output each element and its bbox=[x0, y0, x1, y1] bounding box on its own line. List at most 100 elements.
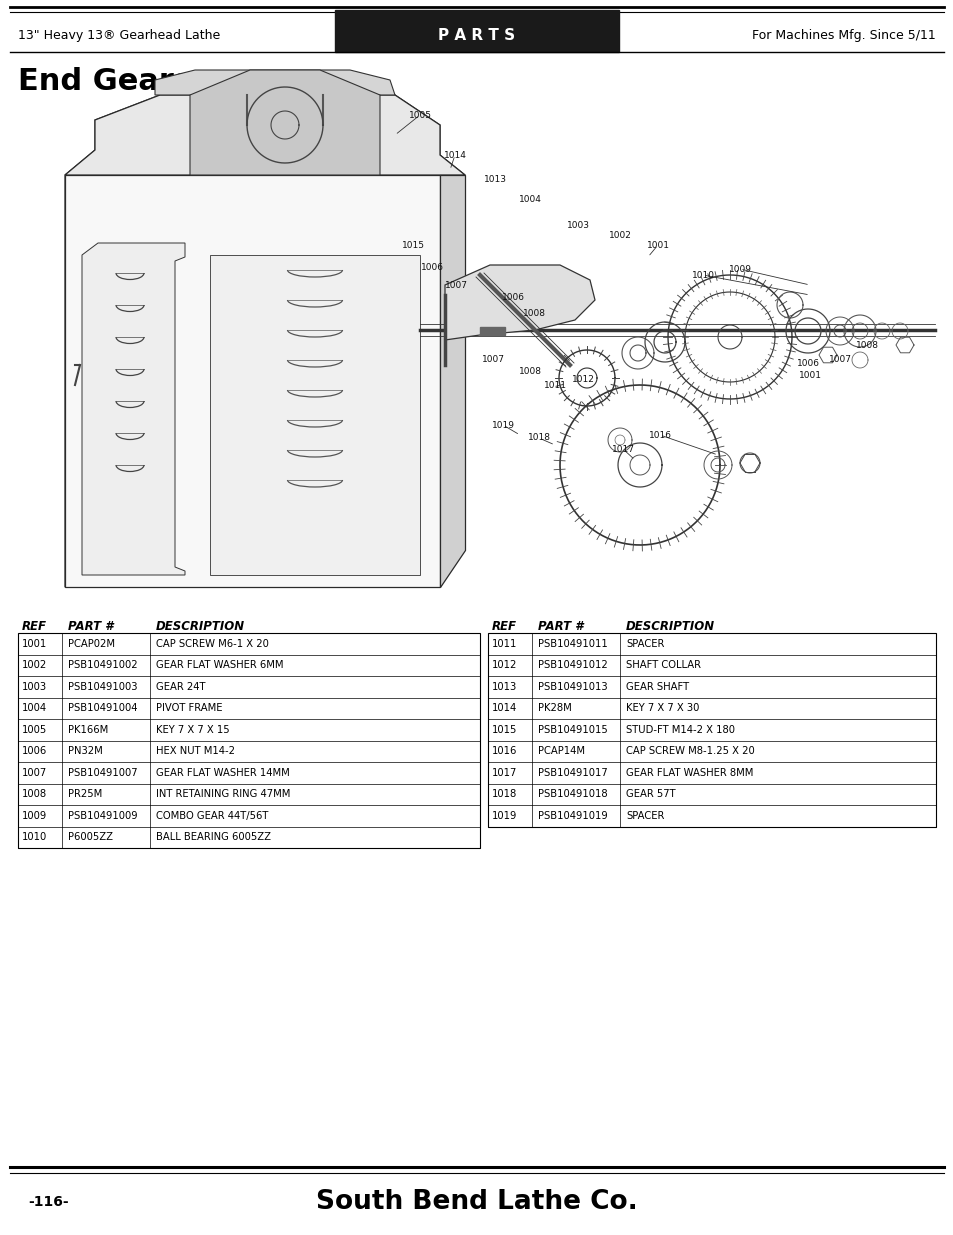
Text: 1010: 1010 bbox=[691, 270, 714, 279]
Text: GEAR FLAT WASHER 6MM: GEAR FLAT WASHER 6MM bbox=[156, 661, 283, 671]
Text: 1006: 1006 bbox=[501, 294, 524, 303]
Text: PART #: PART # bbox=[537, 620, 583, 634]
Polygon shape bbox=[210, 254, 419, 576]
Text: GEAR 24T: GEAR 24T bbox=[156, 682, 205, 692]
Text: KEY 7 X 7 X 30: KEY 7 X 7 X 30 bbox=[625, 703, 699, 714]
Text: CAP SCREW M6-1 X 20: CAP SCREW M6-1 X 20 bbox=[156, 638, 269, 648]
Text: 1007: 1007 bbox=[827, 356, 851, 364]
Text: 1003: 1003 bbox=[22, 682, 47, 692]
Text: 1007: 1007 bbox=[22, 768, 48, 778]
Text: 1003: 1003 bbox=[566, 221, 589, 230]
Text: 1002: 1002 bbox=[22, 661, 48, 671]
Text: REF: REF bbox=[492, 620, 517, 634]
Text: -116-: -116- bbox=[28, 1195, 69, 1209]
Text: 1018: 1018 bbox=[527, 433, 550, 442]
Text: 1004: 1004 bbox=[22, 703, 47, 714]
Text: 1016: 1016 bbox=[648, 431, 671, 440]
Text: PCAP02M: PCAP02M bbox=[68, 638, 115, 648]
Text: P6005ZZ: P6005ZZ bbox=[68, 832, 112, 842]
Text: PR25M: PR25M bbox=[68, 789, 102, 799]
Bar bbox=[335, 10, 618, 52]
Text: PSB10491009: PSB10491009 bbox=[68, 810, 137, 821]
Text: 1009: 1009 bbox=[728, 264, 751, 273]
Text: 1014: 1014 bbox=[492, 703, 517, 714]
Text: 1012: 1012 bbox=[571, 374, 594, 384]
Text: PIVOT FRAME: PIVOT FRAME bbox=[156, 703, 222, 714]
Text: 1007: 1007 bbox=[444, 280, 467, 289]
Text: PSB10491004: PSB10491004 bbox=[68, 703, 137, 714]
Bar bbox=[479, 327, 504, 335]
Text: 1001: 1001 bbox=[798, 370, 821, 379]
Polygon shape bbox=[154, 70, 395, 95]
Text: 1017: 1017 bbox=[611, 445, 634, 453]
Text: 1008: 1008 bbox=[855, 341, 878, 350]
Text: GEAR FLAT WASHER 14MM: GEAR FLAT WASHER 14MM bbox=[156, 768, 290, 778]
Text: 1011: 1011 bbox=[492, 638, 517, 648]
Text: 1005: 1005 bbox=[22, 725, 48, 735]
Text: 1015: 1015 bbox=[492, 725, 517, 735]
Polygon shape bbox=[82, 243, 185, 576]
Text: PSB10491007: PSB10491007 bbox=[68, 768, 137, 778]
Bar bbox=[18, 634, 479, 848]
Text: 1016: 1016 bbox=[492, 746, 517, 756]
Text: 1019: 1019 bbox=[491, 420, 514, 430]
Text: 1019: 1019 bbox=[492, 810, 517, 821]
Text: KEY 7 X 7 X 15: KEY 7 X 7 X 15 bbox=[156, 725, 230, 735]
Polygon shape bbox=[439, 175, 464, 587]
Text: PSB10491018: PSB10491018 bbox=[537, 789, 607, 799]
Text: 1017: 1017 bbox=[492, 768, 517, 778]
Text: STUD-FT M14-2 X 180: STUD-FT M14-2 X 180 bbox=[625, 725, 734, 735]
Text: 1018: 1018 bbox=[492, 789, 517, 799]
Text: PK28M: PK28M bbox=[537, 703, 571, 714]
Text: PSB10491011: PSB10491011 bbox=[537, 638, 607, 648]
Text: 13" Heavy 13® Gearhead Lathe: 13" Heavy 13® Gearhead Lathe bbox=[18, 28, 220, 42]
Text: CAP SCREW M8-1.25 X 20: CAP SCREW M8-1.25 X 20 bbox=[625, 746, 754, 756]
Text: 1008: 1008 bbox=[522, 309, 545, 317]
Text: INT RETAINING RING 47MM: INT RETAINING RING 47MM bbox=[156, 789, 290, 799]
Text: SPACER: SPACER bbox=[625, 810, 663, 821]
Text: GEAR SHAFT: GEAR SHAFT bbox=[625, 682, 688, 692]
Text: South Bend Lathe Co.: South Bend Lathe Co. bbox=[315, 1189, 638, 1215]
Text: 1010: 1010 bbox=[22, 832, 48, 842]
Text: DESCRIPTION: DESCRIPTION bbox=[156, 620, 245, 634]
Text: 1013: 1013 bbox=[492, 682, 517, 692]
Text: P A R T S: P A R T S bbox=[438, 27, 515, 42]
Text: COMBO GEAR 44T/56T: COMBO GEAR 44T/56T bbox=[156, 810, 268, 821]
Polygon shape bbox=[65, 95, 464, 175]
Text: PN32M: PN32M bbox=[68, 746, 103, 756]
Text: GEAR 57T: GEAR 57T bbox=[625, 789, 675, 799]
Text: 1005: 1005 bbox=[408, 110, 431, 120]
Text: PSB10491013: PSB10491013 bbox=[537, 682, 607, 692]
Text: 1008: 1008 bbox=[518, 368, 541, 377]
Text: PSB10491017: PSB10491017 bbox=[537, 768, 607, 778]
Text: PK166M: PK166M bbox=[68, 725, 108, 735]
Text: 1007: 1007 bbox=[481, 356, 504, 364]
Polygon shape bbox=[444, 266, 595, 340]
Text: SHAFT COLLAR: SHAFT COLLAR bbox=[625, 661, 700, 671]
Text: For Machines Mfg. Since 5/11: For Machines Mfg. Since 5/11 bbox=[752, 28, 935, 42]
Text: 1013: 1013 bbox=[483, 175, 506, 184]
Text: PSB10491002: PSB10491002 bbox=[68, 661, 137, 671]
Text: PSB10491012: PSB10491012 bbox=[537, 661, 607, 671]
Text: 1002: 1002 bbox=[608, 231, 631, 240]
Text: End Gears: End Gears bbox=[18, 67, 192, 96]
Text: 1012: 1012 bbox=[492, 661, 517, 671]
Text: 1006: 1006 bbox=[22, 746, 48, 756]
Text: 1015: 1015 bbox=[401, 241, 424, 249]
Text: PSB10491003: PSB10491003 bbox=[68, 682, 137, 692]
Text: REF: REF bbox=[22, 620, 47, 634]
Text: GEAR FLAT WASHER 8MM: GEAR FLAT WASHER 8MM bbox=[625, 768, 753, 778]
Text: 1009: 1009 bbox=[22, 810, 48, 821]
Text: SPACER: SPACER bbox=[625, 638, 663, 648]
Text: BALL BEARING 6005ZZ: BALL BEARING 6005ZZ bbox=[156, 832, 271, 842]
Text: PSB10491015: PSB10491015 bbox=[537, 725, 607, 735]
Text: 1011: 1011 bbox=[543, 380, 566, 389]
Polygon shape bbox=[65, 175, 439, 587]
Text: PCAP14M: PCAP14M bbox=[537, 746, 584, 756]
Text: 1004: 1004 bbox=[518, 195, 541, 205]
Text: PSB10491019: PSB10491019 bbox=[537, 810, 607, 821]
Text: DESCRIPTION: DESCRIPTION bbox=[625, 620, 715, 634]
Text: HEX NUT M14-2: HEX NUT M14-2 bbox=[156, 746, 234, 756]
Text: 1001: 1001 bbox=[646, 241, 669, 249]
Text: 1001: 1001 bbox=[22, 638, 48, 648]
